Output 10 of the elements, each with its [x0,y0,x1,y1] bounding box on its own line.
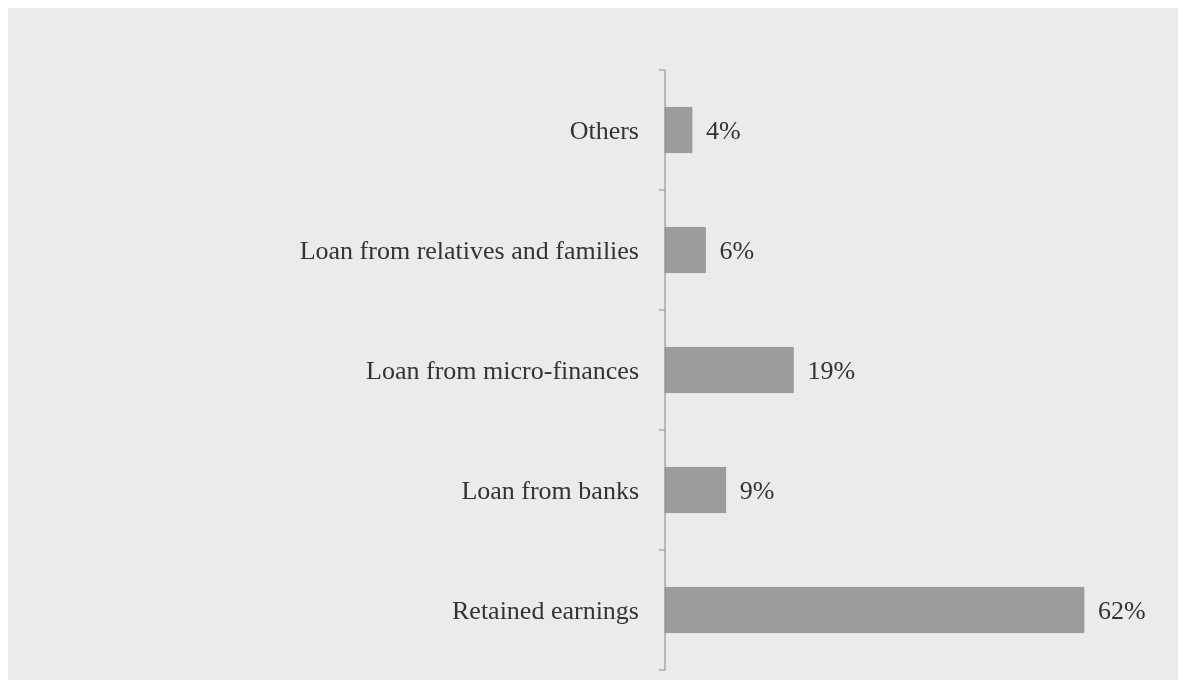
y-tick-label: Loan from banks [461,475,639,505]
data-label: 62% [1098,595,1146,625]
y-tick-label: Retained earnings [452,595,639,625]
y-tick-label: Loan from relatives and families [299,235,639,265]
data-label: 6% [719,235,755,265]
data-label: 4% [706,115,741,145]
y-tick-label: Others [569,115,639,145]
data-label: 19% [807,355,856,385]
data-label: 9% [739,475,775,505]
y-tick-label: Loan from micro-finances [366,355,639,385]
